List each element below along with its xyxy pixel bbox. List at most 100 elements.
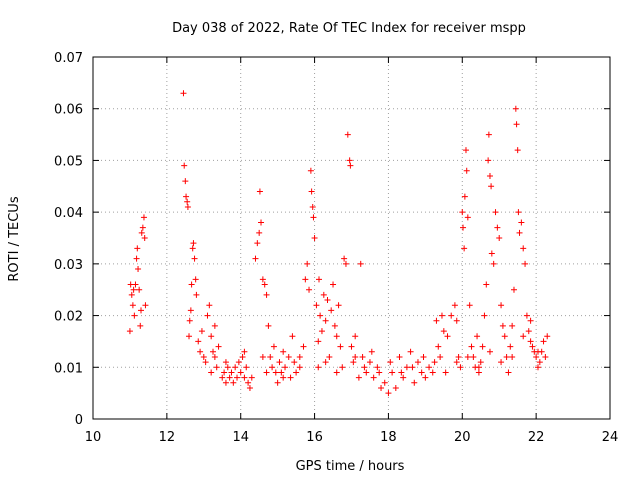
data-point xyxy=(215,343,222,350)
data-point xyxy=(285,353,292,360)
data-point xyxy=(191,255,198,262)
data-point xyxy=(138,307,145,314)
data-point xyxy=(510,286,517,293)
data-point xyxy=(190,240,197,247)
x-tick-label: 16 xyxy=(306,430,323,445)
data-point xyxy=(234,374,241,381)
data-point xyxy=(310,214,317,221)
data-point xyxy=(483,281,490,288)
data-point xyxy=(211,353,218,360)
data-point xyxy=(256,229,263,236)
data-point xyxy=(206,302,213,309)
data-point xyxy=(357,260,364,267)
data-point xyxy=(466,302,473,309)
data-points xyxy=(126,90,551,397)
data-point xyxy=(492,209,499,216)
data-point xyxy=(463,167,470,174)
plot-frame xyxy=(92,56,611,420)
data-point xyxy=(440,328,447,335)
data-point xyxy=(498,359,505,366)
data-point xyxy=(464,353,471,360)
data-point xyxy=(457,364,464,371)
data-point xyxy=(318,328,325,335)
data-point xyxy=(490,260,497,267)
data-point xyxy=(128,291,135,298)
data-point xyxy=(248,374,255,381)
data-point xyxy=(210,348,217,355)
data-point xyxy=(302,276,309,283)
data-point xyxy=(512,105,519,112)
data-point xyxy=(187,307,194,314)
data-point xyxy=(363,369,370,376)
data-point xyxy=(296,353,303,360)
data-point xyxy=(261,281,268,288)
data-point xyxy=(485,131,492,138)
data-point xyxy=(219,374,226,381)
data-point xyxy=(485,157,492,164)
data-point xyxy=(228,369,235,376)
data-point xyxy=(134,245,141,252)
data-point xyxy=(245,379,252,386)
data-point xyxy=(221,369,228,376)
data-point xyxy=(496,235,503,241)
data-point xyxy=(326,353,333,360)
data-point xyxy=(208,369,215,376)
data-point xyxy=(315,338,322,345)
y-tick-label: 0.05 xyxy=(54,154,83,169)
data-point xyxy=(442,369,449,376)
data-point xyxy=(347,162,354,169)
data-point xyxy=(503,353,510,360)
data-point xyxy=(296,364,303,371)
data-point xyxy=(197,348,204,355)
data-point xyxy=(407,348,414,355)
data-point xyxy=(453,317,460,324)
x-tick-label: 20 xyxy=(454,430,471,445)
data-point xyxy=(315,364,322,371)
data-point xyxy=(542,353,549,360)
data-point xyxy=(258,219,265,226)
x-tick-label: 24 xyxy=(602,430,619,445)
y-tick-label: 0.04 xyxy=(54,206,83,221)
data-point xyxy=(269,364,276,371)
data-point xyxy=(180,90,187,97)
data-point xyxy=(346,157,353,164)
data-point xyxy=(459,209,466,216)
data-point xyxy=(352,353,359,360)
data-point xyxy=(126,328,133,335)
data-point xyxy=(350,359,357,366)
data-point xyxy=(333,333,340,340)
data-point xyxy=(513,121,520,128)
x-tick-label: 12 xyxy=(159,430,176,445)
data-point xyxy=(368,348,375,355)
data-point xyxy=(193,291,200,298)
y-tick-label: 0.07 xyxy=(54,51,83,66)
x-axis-label: GPS time / hours xyxy=(296,459,405,474)
data-point xyxy=(142,302,149,309)
data-point xyxy=(461,193,468,200)
data-point xyxy=(211,322,218,329)
data-point xyxy=(263,291,270,298)
x-tick-label: 14 xyxy=(232,430,249,445)
data-point xyxy=(403,364,410,371)
grid-lines xyxy=(93,57,610,419)
data-point xyxy=(448,312,455,319)
data-point xyxy=(444,333,451,340)
data-point xyxy=(534,348,541,355)
y-tick-labels: 0 0.01 0.02 0.03 0.04 0.05 0.06 0.07 xyxy=(54,51,83,428)
data-point xyxy=(311,235,318,241)
data-point xyxy=(308,188,315,195)
data-point xyxy=(486,348,493,355)
data-point xyxy=(544,333,551,340)
data-point xyxy=(189,245,196,252)
data-point xyxy=(204,312,211,319)
data-point xyxy=(237,369,244,376)
data-point xyxy=(335,302,342,309)
data-point xyxy=(433,317,440,324)
data-point xyxy=(411,379,418,386)
data-point xyxy=(320,291,327,298)
data-point xyxy=(241,348,248,355)
data-point xyxy=(435,343,442,350)
data-point xyxy=(429,369,436,376)
data-point xyxy=(420,353,427,360)
data-point xyxy=(265,322,272,329)
